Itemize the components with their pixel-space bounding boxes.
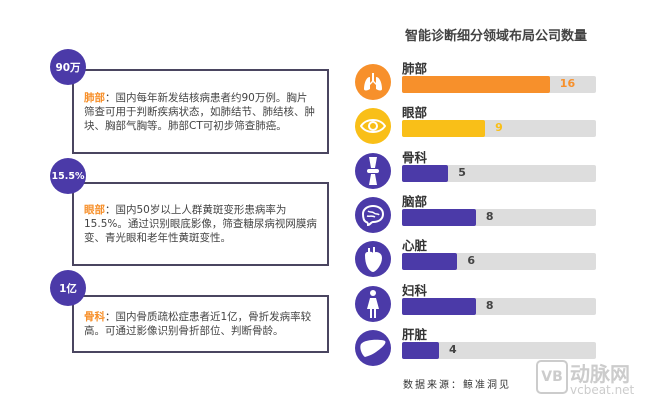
watermark-url: vcbeat.net: [570, 383, 635, 397]
bar-track: 5: [402, 164, 596, 182]
bone-joint-icon: [355, 152, 391, 189]
bar: [402, 76, 550, 93]
watermark-logo: VB: [536, 360, 568, 394]
bar-value: 16: [559, 77, 576, 90]
callout-label: 肺部: [84, 91, 105, 104]
bar: [402, 253, 458, 271]
watermark: VB 动脉网 vcbeat.net: [536, 358, 634, 397]
bar: [402, 164, 449, 182]
bar-value: 8: [485, 298, 494, 312]
callout-box-eye: 眼部：国内50岁以上人群黄斑变形患病率为15.5%。通过识别眼底影像，筛查糖尿病…: [72, 182, 329, 266]
bar-label: 骨科: [402, 149, 428, 165]
bar: [402, 297, 476, 315]
lungs-icon: [355, 64, 391, 100]
bar-row: 眼部 9: [352, 104, 602, 148]
bar-row: 骨科 5: [352, 149, 602, 193]
bar: [402, 208, 476, 226]
callout-text: ：国内每年新发结核病患者约90万例。胸片筛查可用于判断疾病状态，如肺结节、肺结核…: [84, 91, 315, 132]
bar-track: 4: [402, 341, 596, 359]
bar-row: 肝脏 4: [352, 326, 602, 370]
bar-label: 脑部: [402, 193, 428, 209]
callout-text: ：国内50岁以上人群黄斑变形患病率为15.5%。通过识别眼底影像，筛查糖尿病视网…: [84, 204, 317, 244]
bar: [402, 120, 486, 138]
callout-box-lung: 肺部：国内每年新发结核病患者约90万例。胸片筛查可用于判断疾病状态，如肺结节、肺…: [72, 69, 329, 154]
data-source: 数据来源：鲸准洞见: [403, 380, 511, 391]
bar-row: 心脏 6: [352, 237, 602, 281]
bar-label: 眼部: [402, 105, 428, 121]
chart-title: 智能诊断细分领域布局公司数量: [405, 29, 588, 44]
bar-value: 4: [448, 342, 457, 356]
bar-label: 妇科: [402, 282, 428, 298]
bar-value: 6: [467, 254, 476, 268]
callout-badge-bone: 1亿: [50, 270, 86, 306]
bar-track: 9: [402, 120, 596, 138]
bar-value: 5: [458, 165, 466, 179]
bar-track: 16: [402, 76, 596, 93]
eye-icon: [355, 108, 391, 145]
callout-label: 骨科: [84, 311, 105, 323]
callout-box-bone: 骨科：国内骨质疏松症患者近1亿，骨折发病率较高。可通过影像识别骨折部位、判断骨龄…: [72, 295, 329, 353]
heart-icon: [355, 241, 391, 278]
bar-label: 心脏: [402, 238, 428, 254]
bar-label: 肝脏: [402, 326, 428, 342]
bar-track: 8: [402, 208, 596, 226]
callout-badge-lung: 90万: [50, 49, 86, 85]
bar-row: 脑部 8: [352, 193, 602, 237]
bar-row: 妇科 8: [352, 282, 602, 326]
bar-track: 6: [402, 253, 596, 271]
liver-icon: [355, 329, 391, 366]
callout-text: ：国内骨质疏松症患者近1亿，骨折发病率较高。可通过影像识别骨折部位、判断骨龄。: [84, 311, 312, 337]
bar-row: 肺部 16: [352, 60, 602, 104]
bar-value: 8: [485, 209, 494, 223]
bar-track: 8: [402, 297, 596, 315]
woman-icon: [355, 285, 391, 322]
brain-icon: [355, 196, 391, 233]
watermark-name: 动脉网: [570, 362, 630, 386]
callout-badge-eye: 15.5%: [50, 158, 86, 194]
bar-label: 肺部: [402, 61, 428, 76]
bar-value: 9: [495, 121, 503, 135]
callout-label: 眼部: [84, 204, 105, 216]
bar: [402, 341, 439, 359]
